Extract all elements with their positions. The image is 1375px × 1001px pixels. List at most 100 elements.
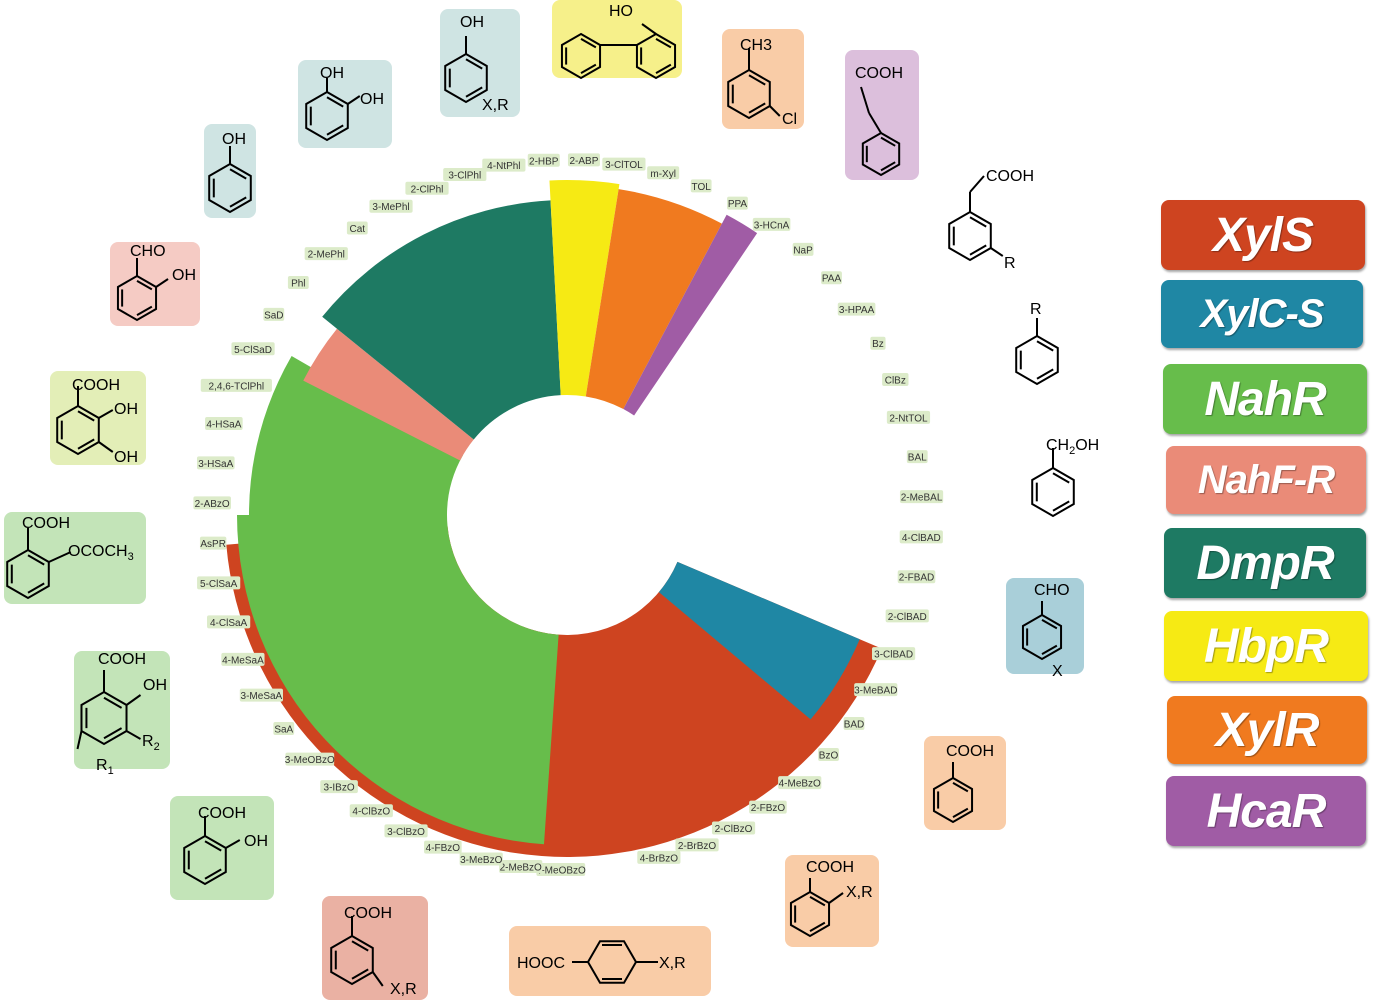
atom-label: X,R	[390, 981, 417, 998]
ring-label: NaP	[793, 243, 814, 257]
svg-text:3-ClBzO: 3-ClBzO	[387, 827, 425, 838]
ring-label: TOL	[691, 179, 712, 193]
atom-label: OH	[244, 833, 268, 850]
ring-label: Cat	[347, 222, 368, 236]
ring-label: AsPR	[200, 537, 226, 551]
ring-label: 5-ClSaD	[231, 342, 274, 356]
svg-text:2-MeBzO: 2-MeBzO	[500, 862, 542, 873]
svg-text:5-ClSaD: 5-ClSaD	[234, 345, 272, 356]
svg-text:3-HCnA: 3-HCnA	[754, 220, 790, 231]
ring-label: 5-ClSaA	[197, 576, 240, 590]
svg-text:BAL: BAL	[908, 453, 927, 464]
ring-label: 2-ABP	[568, 153, 600, 167]
ring-label: 4-MeBzO	[778, 776, 821, 790]
legend-item-hcar: HcaR	[1166, 776, 1366, 846]
legend-label-nahf-r: NahF-R	[1198, 458, 1334, 503]
svg-text:PAA: PAA	[822, 274, 842, 285]
ring-label: 4-ClBAD	[900, 530, 943, 544]
ring-label: 2-ClPhl	[405, 182, 448, 196]
ring-label: 4-NtPhl	[482, 159, 525, 173]
legend-item-xylr: XylR	[1167, 696, 1367, 764]
atom-label: R	[1030, 301, 1042, 318]
svg-text:Bz: Bz	[872, 339, 884, 350]
ring-label: 4-MeSaA	[221, 653, 264, 667]
svg-text:3-HSaA: 3-HSaA	[198, 459, 233, 470]
atom-label: HOOC	[517, 955, 565, 972]
svg-text:SaA: SaA	[274, 725, 293, 736]
atom-label: COOH	[22, 515, 70, 532]
svg-text:Phl: Phl	[291, 278, 305, 289]
ring-label: 2,4,6-TClPhl	[201, 379, 272, 393]
legend-item-nahr: NahR	[1163, 364, 1367, 434]
ring-label: 3-HSaA	[197, 456, 235, 470]
svg-text:SaD: SaD	[264, 310, 283, 321]
svg-text:2-ABzO: 2-ABzO	[195, 499, 230, 510]
ring-label: 3-ClPhl	[443, 168, 486, 182]
atom-label: HO	[609, 3, 633, 20]
svg-text:2-ClBzO: 2-ClBzO	[715, 824, 753, 835]
atom-label: OH	[222, 131, 246, 148]
legend-label-hcar: HcaR	[1207, 784, 1326, 839]
ring-label: 4-ClSaA	[207, 615, 250, 629]
atom-label: CHO	[130, 243, 166, 260]
ring-label: SaA	[273, 722, 294, 736]
svg-text:4-BrBzO: 4-BrBzO	[640, 853, 679, 864]
svg-text:2-MeBAL: 2-MeBAL	[901, 493, 943, 504]
ring-label: ClBz	[882, 373, 908, 387]
ring-label: 3-HCnA	[753, 218, 791, 232]
svg-text:4-MeOBzO: 4-MeOBzO	[536, 865, 586, 876]
svg-text:3-MeSaA: 3-MeSaA	[241, 691, 283, 702]
atom-label: COOH	[986, 168, 1034, 185]
legend-item-dmpr: DmpR	[1164, 528, 1366, 598]
ring-label: 4-ClBzO	[350, 804, 393, 818]
svg-text:AsPR: AsPR	[200, 539, 226, 550]
ring-label: 3-IBzO	[320, 780, 358, 794]
ring-label: BzO	[818, 748, 839, 762]
svg-text:4-FBzO: 4-FBzO	[426, 843, 461, 854]
svg-text:ClBz: ClBz	[885, 375, 906, 386]
ring-label: 3-ClBzO	[384, 824, 427, 838]
ring-label: BAD	[844, 717, 865, 731]
svg-text:3-HPAA: 3-HPAA	[839, 305, 875, 316]
legend-label-nahr: NahR	[1204, 372, 1325, 427]
ring-label: BAL	[907, 450, 928, 464]
atom-label: OH	[360, 91, 384, 108]
ring-label: m-Xyl	[647, 166, 679, 180]
ring-label: 2-MePhl	[305, 247, 348, 260]
ring-label: 4-HSaA	[205, 417, 243, 431]
atom-label: COOH	[98, 651, 146, 668]
svg-text:4-NtPhl: 4-NtPhl	[487, 161, 520, 172]
atom-label: COOH	[198, 805, 246, 822]
phenylacetic-structure: COOHR	[949, 168, 1034, 272]
legend-item-hbpr: HbpR	[1164, 611, 1368, 681]
svg-text:4-ClBzO: 4-ClBzO	[352, 807, 390, 818]
atom-label: OH	[320, 65, 344, 82]
atom-label: X,R	[846, 884, 873, 901]
svg-text:PPA: PPA	[728, 199, 748, 210]
svg-text:2-ABP: 2-ABP	[569, 156, 598, 167]
svg-text:2-NtTOL: 2-NtTOL	[889, 413, 928, 424]
svg-text:BAD: BAD	[844, 719, 865, 730]
ring-label: SaD	[263, 308, 284, 322]
svg-text:2-FBzO: 2-FBzO	[751, 803, 786, 814]
ring-label: Phl	[288, 276, 309, 290]
ring-label: 2-HBP	[528, 154, 560, 168]
ring-label: 3-MeOBzO	[285, 753, 335, 767]
benzyl-alcohol-structure: CH2OH	[1032, 437, 1099, 516]
svg-text:5-ClSaA: 5-ClSaA	[200, 579, 238, 590]
svg-text:3-IBzO: 3-IBzO	[324, 783, 355, 794]
svg-text:2-BrBzO: 2-BrBzO	[678, 841, 717, 852]
legend-label-xylr: XylR	[1216, 703, 1319, 758]
atom-label: OH	[114, 401, 138, 418]
atom-label: COOH	[344, 905, 392, 922]
legend-label-dmpr: DmpR	[1196, 536, 1333, 591]
svg-text:3-ClPhl: 3-ClPhl	[448, 171, 481, 182]
svg-text:NaP: NaP	[793, 245, 813, 256]
ring-label: 3-MeBAD	[854, 683, 897, 697]
svg-text:3-MeOBzO: 3-MeOBzO	[285, 755, 335, 766]
svg-text:3-MePhl: 3-MePhl	[372, 202, 409, 213]
ring-label: 2-FBzO	[749, 801, 787, 815]
atom-label: CHO	[1034, 582, 1070, 599]
svg-text:4-MeBzO: 4-MeBzO	[779, 779, 821, 790]
svg-text:2-MePhl: 2-MePhl	[308, 250, 345, 261]
